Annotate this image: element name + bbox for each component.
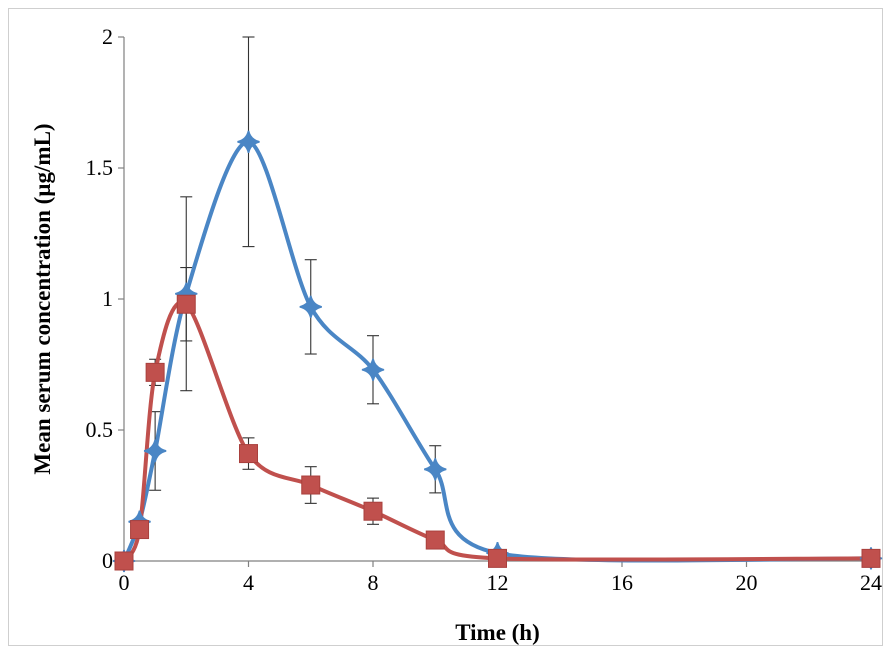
data-point-square	[301, 475, 321, 495]
tick-labels: 00.511.520 4 8 12 16 20 24	[86, 24, 883, 595]
series-line-1	[122, 139, 873, 563]
data-point-square	[114, 551, 134, 571]
data-point-square	[130, 520, 150, 540]
x-tick-label: 0	[119, 570, 130, 595]
y-axis-title: Mean serum concentration (µg/mL)	[30, 123, 55, 474]
data-point-square	[363, 501, 383, 521]
x-tick-label: 16	[611, 570, 633, 595]
series-line-2	[122, 300, 873, 563]
data-point-diamond	[424, 458, 447, 481]
data-point-diamond	[361, 358, 385, 381]
y-tick-label: 0.5	[86, 417, 114, 442]
data-point-square	[145, 362, 165, 382]
data-point-square	[488, 548, 507, 568]
y-tick-label: 1	[102, 286, 113, 311]
y-tick-label: 0	[102, 548, 113, 573]
data-point-diamond	[299, 295, 322, 319]
y-tick-label: 1.5	[86, 155, 114, 180]
data-point-diamond	[143, 439, 167, 463]
data-point-square	[176, 294, 196, 314]
data-point-square	[425, 530, 445, 550]
x-tick-label: 24	[860, 570, 882, 595]
x-tick-label: 4	[243, 570, 254, 595]
y-tick-label: 2	[102, 24, 113, 49]
data-point-diamond	[237, 130, 260, 154]
x-tick-label: 12	[487, 570, 509, 595]
data-point-square	[861, 548, 881, 568]
x-tick-label: 8	[368, 570, 379, 595]
x-tick-label: 20	[736, 570, 758, 595]
x-axis-title: Time (h)	[455, 620, 540, 645]
axes	[118, 36, 872, 567]
data-point-square	[239, 444, 258, 464]
chart-frame	[8, 8, 883, 646]
series-lines	[122, 139, 873, 563]
error-bars	[149, 36, 442, 525]
series-markers	[112, 130, 883, 573]
